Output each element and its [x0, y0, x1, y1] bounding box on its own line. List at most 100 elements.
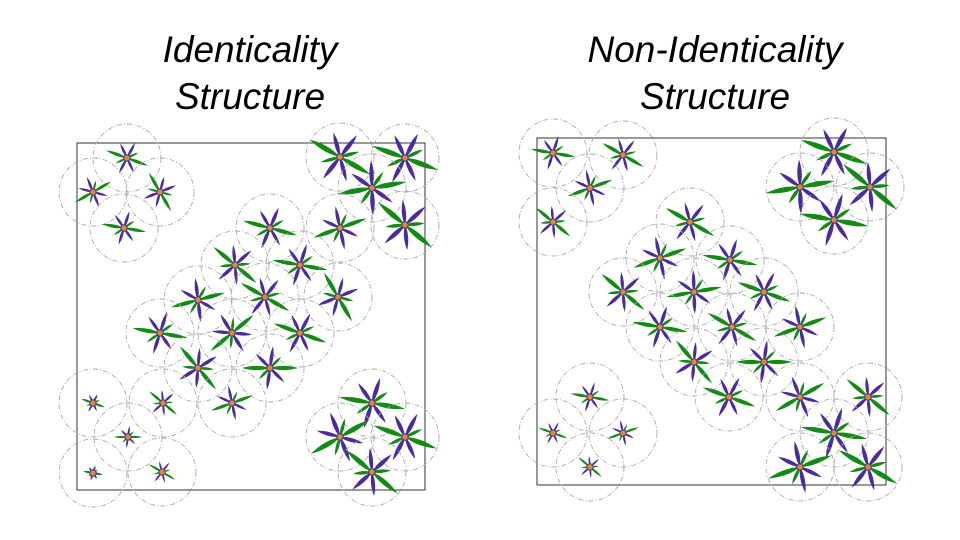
right-panel-title: Non-Identicality Structure: [525, 26, 905, 120]
four-blade-plant-icon: [272, 244, 328, 286]
four-blade-plant-icon: [101, 211, 147, 245]
four-blade-plant-icon: [773, 305, 827, 349]
four-blade-plant-icon: [846, 376, 890, 418]
left-title-line-1: Identicality: [162, 29, 338, 70]
four-blade-plant-icon: [702, 239, 758, 281]
four-blade-plant-icon: [607, 420, 639, 446]
four-blade-plant-icon: [114, 426, 142, 448]
dashed-circle-region: [337, 153, 407, 223]
four-blade-plant-icon: [538, 422, 568, 444]
dashed-circle-region: [625, 223, 695, 293]
dashed-circle-region: [230, 262, 300, 332]
left-panel-title: Identicality Structure: [60, 26, 440, 120]
four-blade-plant-icon: [105, 142, 149, 174]
dashed-circle-region: [235, 193, 305, 263]
left-plant-field: [58, 122, 440, 508]
four-blade-plant-icon: [179, 346, 217, 390]
four-blade-plant-icon: [675, 340, 713, 384]
four-blade-plant-icon: [373, 413, 437, 461]
dashed-circle-region: [197, 368, 267, 438]
four-blade-plant-icon: [213, 244, 257, 286]
four-blade-plant-icon: [799, 193, 869, 247]
four-blade-plant-icon: [242, 346, 298, 390]
dashed-circle-region: [337, 437, 407, 507]
dashed-circle-region: [833, 432, 903, 502]
dashed-circle-region: [89, 193, 159, 263]
right-frame: [536, 137, 887, 486]
dashed-circle-region: [370, 402, 440, 472]
dashed-circle-region: [163, 265, 233, 335]
four-blade-plant-icon: [148, 461, 176, 483]
dashed-circle-region: [128, 368, 198, 438]
dashed-circle-region: [765, 292, 835, 362]
four-blade-plant-icon: [665, 202, 715, 242]
four-blade-plant-icon: [132, 312, 188, 354]
four-blade-plant-icon: [372, 133, 438, 183]
four-blade-plant-icon: [736, 340, 792, 384]
four-blade-plant-icon: [838, 443, 898, 491]
four-blade-plant-icon: [337, 160, 407, 216]
four-blade-plant-icon: [74, 176, 112, 208]
dashed-circle-region: [765, 152, 835, 222]
dashed-circle-region: [697, 292, 767, 362]
dashed-circle-region: [655, 187, 725, 257]
four-blade-plant-icon: [149, 389, 177, 417]
four-blade-plant-icon: [633, 236, 687, 280]
four-blade-plant-icon: [768, 441, 832, 493]
dashed-circle-region: [370, 123, 440, 193]
dashed-circle-region: [729, 257, 799, 327]
dashed-circle-region: [518, 118, 588, 188]
four-blade-plant-icon: [800, 407, 868, 459]
dashed-circle-region: [765, 432, 835, 502]
dashed-circle-region: [303, 262, 373, 332]
dashed-circle-region: [588, 257, 658, 327]
four-blade-plant-icon: [143, 172, 177, 212]
four-blade-plant-icon: [242, 207, 298, 249]
left-frame: [76, 142, 426, 491]
four-blade-plant-icon: [240, 277, 290, 317]
four-blade-plant-icon: [567, 169, 613, 207]
dashed-circle-region: [518, 398, 588, 468]
dashed-circle-region: [305, 193, 375, 263]
dashed-circle-region: [729, 327, 799, 397]
four-blade-plant-icon: [570, 382, 610, 412]
dashed-circle-region: [58, 157, 128, 227]
dashed-circle-region: [305, 122, 375, 192]
dashed-circle-region: [58, 368, 128, 438]
dashed-circle-region: [555, 432, 625, 502]
four-blade-plant-icon: [702, 377, 756, 417]
four-blade-plant-icon: [530, 136, 576, 170]
left-title-line-2: Structure: [174, 76, 326, 117]
four-blade-plant-icon: [317, 272, 359, 322]
right-title-line-2: Structure: [639, 76, 791, 117]
dashed-circle-region: [588, 120, 658, 190]
four-blade-plant-icon: [578, 455, 602, 479]
dashed-circle-region: [518, 187, 588, 257]
dashed-circle-region: [125, 298, 195, 368]
four-blade-plant-icon: [843, 161, 897, 213]
four-blade-plant-icon: [210, 314, 254, 352]
four-blade-plant-icon: [775, 376, 825, 418]
four-blade-plant-icon: [210, 385, 254, 421]
four-blade-plant-icon: [313, 206, 367, 250]
four-blade-plant-icon: [801, 127, 867, 177]
dashed-circle-region: [694, 362, 764, 432]
dashed-circle-region: [235, 333, 305, 403]
four-blade-plant-icon: [309, 132, 371, 182]
four-blade-plant-icon: [170, 278, 226, 322]
four-blade-plant-icon: [707, 307, 757, 347]
four-blade-plant-icon: [346, 447, 398, 497]
four-blade-plant-icon: [378, 199, 432, 251]
dashed-circle-region: [265, 298, 335, 368]
dashed-circle-region: [58, 438, 128, 508]
dashed-circle-region: [125, 157, 195, 227]
dashed-circle-region: [265, 230, 335, 300]
dashed-circle-region: [305, 402, 375, 472]
four-blade-plant-icon: [602, 138, 644, 172]
dashed-circle-region: [765, 362, 835, 432]
right-title-line-1: Non-Identicality: [587, 29, 843, 70]
four-blade-plant-icon: [601, 271, 645, 313]
four-blade-plant-icon: [83, 465, 103, 481]
